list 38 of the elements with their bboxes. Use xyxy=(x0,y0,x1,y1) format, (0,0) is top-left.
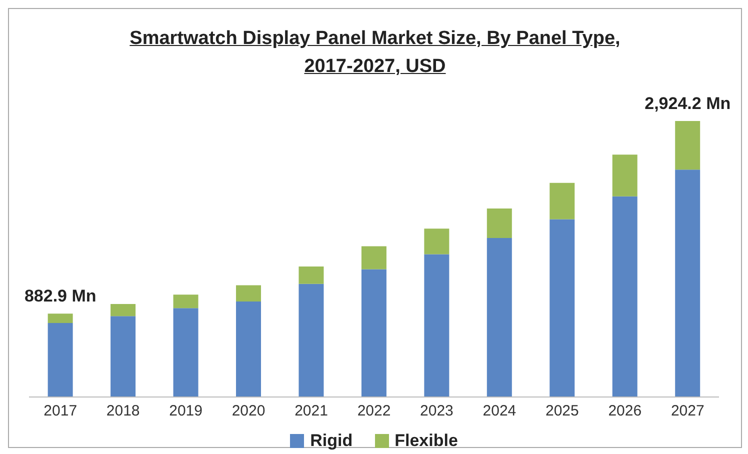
bar xyxy=(424,254,450,397)
bar xyxy=(424,228,450,254)
bar xyxy=(361,269,386,397)
bar xyxy=(48,323,73,397)
legend-label: Rigid xyxy=(309,431,353,451)
x-tick-label: 2018 xyxy=(106,402,140,420)
x-tick-label: 2020 xyxy=(232,402,266,420)
x-tick-label: 2019 xyxy=(169,402,203,420)
x-tick-label: 2022 xyxy=(357,402,391,420)
x-tick-label: 2024 xyxy=(482,402,516,420)
x-tick-label: 2025 xyxy=(545,402,579,420)
bar xyxy=(612,154,638,196)
x-tick-label: 2027 xyxy=(670,402,704,420)
bar xyxy=(110,316,136,397)
bar xyxy=(298,266,324,284)
bar xyxy=(675,121,700,170)
bar xyxy=(298,284,324,397)
x-tick-label: 2023 xyxy=(420,402,454,420)
annotation: 2,924.2 Mn xyxy=(644,94,731,113)
bar xyxy=(173,308,198,397)
bar xyxy=(486,238,512,397)
bar xyxy=(110,304,136,316)
bar xyxy=(550,182,575,220)
bar xyxy=(486,208,512,238)
x-tick-label: 2021 xyxy=(294,402,328,420)
bar xyxy=(48,314,73,324)
legend-label: Flexible xyxy=(394,431,458,451)
bar xyxy=(236,285,261,302)
bar xyxy=(173,294,198,308)
bar xyxy=(675,170,700,397)
bar xyxy=(236,302,261,397)
bar xyxy=(550,219,575,397)
bar xyxy=(612,196,638,397)
bar xyxy=(361,246,386,270)
x-tick-label: 2017 xyxy=(44,402,78,420)
annotation: 882.9 Mn xyxy=(24,286,96,306)
x-tick-label: 2026 xyxy=(608,402,642,420)
chart-title: Smartwatch Display Panel Market Size, By Panel Type, 2017-2027, USD xyxy=(128,27,622,79)
